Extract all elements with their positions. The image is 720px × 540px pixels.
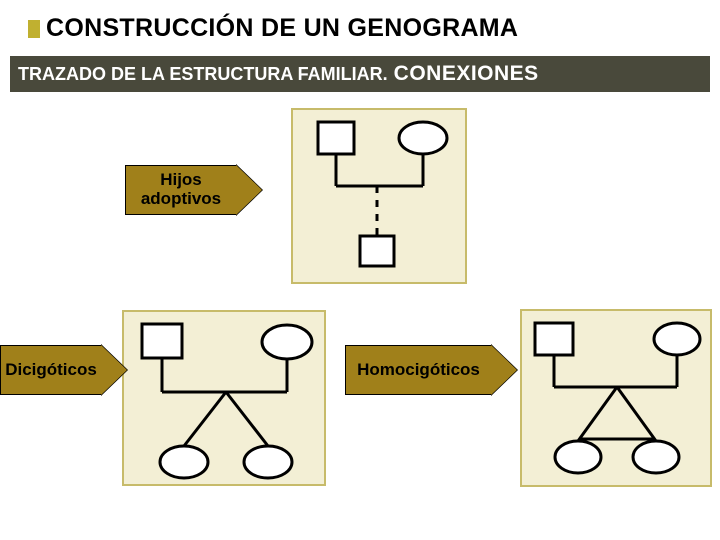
label-homocigoticos: Homocigóticos [345,345,492,395]
label-homocigoticos-text: Homocigóticos [357,361,480,380]
subtitle-part1: TRAZADO DE LA ESTRUCTURA FAMILIAR. [18,64,388,85]
diagram-dicigoticos [124,312,324,484]
panel-adoptivos [291,108,467,284]
label-adoptivos-text: Hijos adoptivos [141,171,221,208]
label-dicigoticos: Dicigóticos [0,345,102,395]
page-title: CONSTRUCCIÓN DE UN GENOGRAMA [46,14,518,43]
title-accent [28,20,40,38]
title-row: CONSTRUCCIÓN DE UN GENOGRAMA [28,14,518,43]
panel-dicigoticos [122,310,326,486]
label-dicigoticos-text: Dicigóticos [5,361,97,380]
diagram-homocigoticos [522,311,710,485]
subtitle-bar: TRAZADO DE LA ESTRUCTURA FAMILIAR. CONEX… [10,56,710,92]
panel-homocigoticos [520,309,712,487]
diagram-adoptivos [293,110,465,282]
label-adoptivos: Hijos adoptivos [125,165,237,215]
subtitle-part2: CONEXIONES [394,62,539,86]
